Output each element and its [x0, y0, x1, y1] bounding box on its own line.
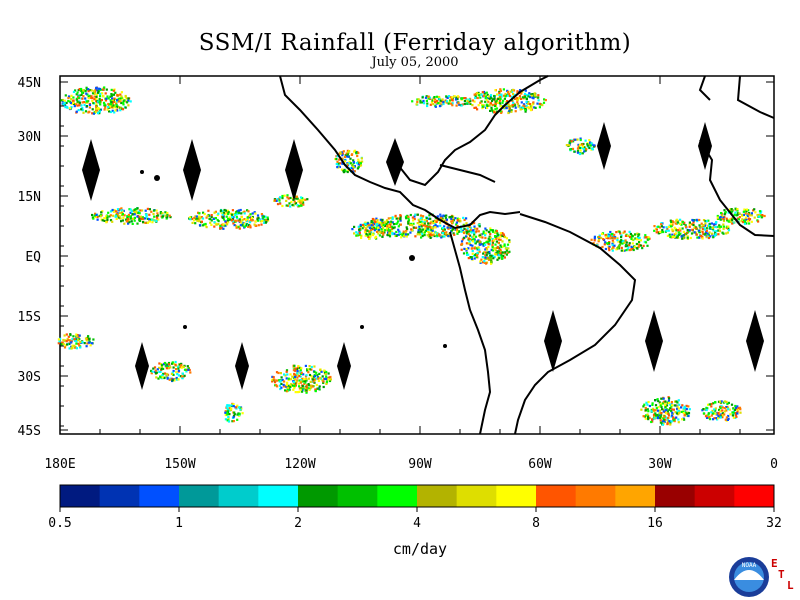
noaa-logo-text: NOAA: [742, 562, 757, 569]
colorbar-tick-label: 4: [413, 516, 421, 531]
colorbar-swatch: [615, 485, 656, 507]
lat-label: 30N: [18, 130, 41, 145]
islands: [140, 170, 447, 348]
diamond-marker: [235, 342, 249, 390]
colorbar-tick-label: 32: [766, 516, 782, 531]
diamond-marker: [645, 310, 663, 372]
diamond-marker: [544, 310, 562, 372]
lon-label: 180E: [44, 457, 75, 472]
colorbar-tick-label: 8: [532, 516, 540, 531]
africa-coast: [699, 139, 775, 237]
orbit-gap-markers: [82, 122, 764, 390]
map-date: July 05, 2000: [371, 55, 459, 70]
colorbar-swatch: [337, 485, 378, 507]
colorbar-swatch: [456, 485, 497, 507]
diamond-marker: [386, 138, 404, 186]
lon-label: 30W: [648, 457, 672, 472]
lat-label: 15N: [18, 190, 41, 205]
colorbar-tick-label: 2: [294, 516, 302, 531]
diamond-marker: [597, 122, 611, 170]
colorbar-unit: cm/day: [392, 540, 448, 558]
colorbar-swatch: [298, 485, 339, 507]
lat-label: 15S: [18, 310, 41, 325]
colorbar-swatch: [99, 485, 140, 507]
map-axes: 45N 30N 15N EQ 15S 30S 45S 180E 150W 120W 90W 60W 30…: [18, 76, 778, 472]
colorbar: 0.5 1 2 4 8 16 32: [48, 484, 782, 531]
colorbar-swatch: [575, 485, 616, 507]
lat-label: 45N: [18, 76, 41, 91]
diamond-marker: [698, 122, 712, 170]
colorbar-swatch: [496, 485, 537, 507]
greenland-coast: [698, 75, 711, 101]
coastlines: [279, 75, 775, 435]
logo-letter-t: T: [778, 568, 785, 581]
colorbar-swatch: [179, 485, 220, 507]
lon-label: 60W: [528, 457, 552, 472]
lat-label: EQ: [25, 250, 41, 265]
lon-label: 150W: [164, 457, 195, 472]
colorbar-tick-label: 16: [647, 516, 663, 531]
colorbar-swatch: [417, 485, 458, 507]
diamond-marker: [337, 342, 351, 390]
logo-letter-l: L: [787, 579, 794, 592]
colorbar-tick-label: 0.5: [48, 516, 71, 531]
north-america-coast: [279, 75, 521, 230]
diamond-marker: [82, 139, 100, 201]
lon-label: 0: [770, 457, 778, 472]
colorbar-swatch: [734, 485, 775, 507]
diamond-marker: [135, 342, 149, 390]
colorbar-swatch: [377, 485, 418, 507]
lon-label: 90W: [408, 457, 432, 472]
gulf-coast: [394, 75, 549, 187]
colorbar-swatch: [218, 485, 259, 507]
logo-letter-e: E: [771, 557, 778, 570]
colorbar-swatch: [536, 485, 577, 507]
diamond-marker: [183, 139, 201, 201]
colorbar-swatch: [694, 485, 735, 507]
colorbar-tick-label: 1: [175, 516, 183, 531]
diamond-marker: [746, 310, 764, 372]
lat-label: 30S: [18, 370, 41, 385]
lon-label: 120W: [284, 457, 315, 472]
map-title: SSM/I Rainfall (Ferriday algorithm): [198, 30, 632, 56]
diamond-marker: [285, 139, 303, 201]
colorbar-swatch: [258, 485, 299, 507]
colorbar-swatch: [60, 485, 101, 507]
south-america-coast: [449, 231, 492, 435]
map-frame: [59, 75, 775, 435]
colorbar-swatch: [139, 485, 180, 507]
south-america-east-coast: [514, 213, 637, 435]
colorbar-swatch: [655, 485, 696, 507]
europe-coast: [736, 75, 775, 119]
caribbean-islands: [439, 164, 496, 183]
noaa-logo: NOAA E T L: [729, 557, 794, 597]
lat-label: 45S: [18, 424, 41, 439]
rainfall-patches: [57, 86, 766, 426]
